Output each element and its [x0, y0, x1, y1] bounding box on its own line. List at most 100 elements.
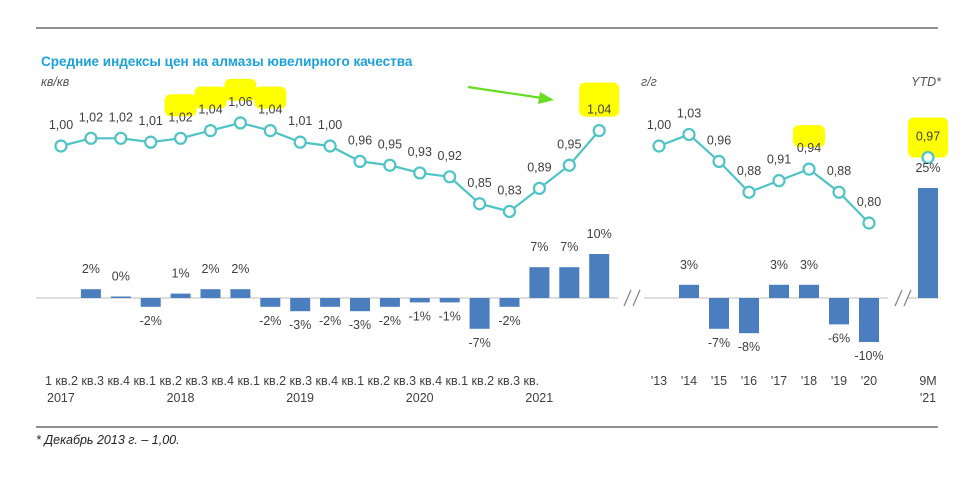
change-bar	[200, 289, 221, 298]
change-label: 3%	[680, 258, 698, 272]
year-tick-label: '17	[771, 374, 787, 388]
ytd-tick-label: '21	[920, 391, 936, 405]
change-label: -2%	[259, 314, 281, 328]
category-ticks: 1 кв.2 кв.3 кв.4 кв.1 кв.2 кв.3 кв.4 кв.…	[45, 374, 937, 405]
index-label: 1,01	[288, 114, 312, 128]
change-bar	[140, 298, 161, 307]
year-tick-label: 2020	[406, 391, 434, 405]
index-point	[532, 181, 547, 195]
index-label: 0,92	[438, 149, 462, 163]
index-label: 0,97	[916, 130, 940, 144]
highlight-box	[224, 78, 257, 101]
change-bar	[409, 298, 430, 303]
axis-break-mark	[632, 289, 641, 307]
index-label: 0,94	[797, 141, 821, 155]
year-tick-label: '20	[861, 374, 877, 388]
index-point	[323, 139, 337, 153]
highlight-box	[579, 82, 620, 117]
index-point	[383, 158, 397, 172]
change-bar	[739, 298, 759, 334]
change-label: -1%	[439, 309, 461, 323]
index-point	[443, 170, 457, 184]
year-tick-label: 2021	[525, 391, 553, 405]
change-label: 10%	[587, 227, 612, 241]
highlight-box	[254, 86, 287, 109]
index-label: 0,96	[348, 133, 372, 147]
index-label: 0,91	[767, 153, 791, 167]
change-label: -8%	[738, 340, 760, 354]
index-point	[562, 158, 576, 172]
change-bar	[230, 289, 251, 298]
change-bar	[799, 284, 819, 298]
index-label: 1,00	[49, 118, 73, 132]
axis-break-mark	[623, 289, 632, 307]
year-tick-label: 2018	[167, 391, 195, 405]
index-label: 0,80	[857, 195, 881, 209]
index-label: 0,88	[737, 164, 761, 178]
change-label: -7%	[468, 336, 490, 350]
year-tick-label: '19	[831, 374, 847, 388]
index-label: 0,96	[707, 133, 731, 147]
axis-break-mark	[903, 289, 912, 307]
ytd-tick-label: 9М	[919, 374, 936, 388]
index-label: 1,06	[228, 95, 252, 109]
index-point	[772, 174, 786, 188]
change-label: 2%	[231, 262, 249, 276]
change-label: 7%	[530, 240, 548, 254]
year-tick-label: 2019	[286, 391, 314, 405]
change-bars	[80, 188, 938, 342]
change-bar	[829, 298, 849, 325]
change-label: -2%	[379, 314, 401, 328]
year-tick-label: '18	[801, 374, 817, 388]
year-tick-label: '14	[681, 374, 697, 388]
change-label: -6%	[828, 331, 850, 345]
index-label: 0,93	[408, 145, 432, 159]
index-label: 1,00	[647, 118, 671, 132]
index-point	[233, 116, 247, 130]
index-lines	[54, 116, 935, 230]
chart-title: Средние индексы цен на алмазы ювелирного…	[41, 54, 413, 69]
index-label: 1,02	[79, 110, 103, 124]
index-point	[203, 124, 218, 138]
change-label: -10%	[854, 349, 883, 363]
index-point	[353, 154, 367, 168]
change-bar	[80, 289, 101, 298]
change-label: 7%	[560, 240, 578, 254]
change-bar	[290, 298, 311, 312]
change-label: -1%	[409, 309, 431, 323]
index-label: 0,85	[467, 176, 491, 190]
index-line	[658, 133, 870, 224]
change-bar	[499, 298, 520, 307]
index-point	[802, 162, 816, 176]
change-bar	[769, 284, 789, 298]
index-label: 0,88	[827, 164, 851, 178]
unit-label-qoq: кв/кв	[41, 75, 70, 89]
change-bar	[679, 284, 699, 298]
arrow-shaft	[467, 85, 543, 100]
change-label: -7%	[708, 336, 730, 350]
year-tick-label: '13	[651, 374, 667, 388]
change-bar	[859, 298, 879, 342]
change-label: 2%	[201, 262, 219, 276]
index-label: 0,89	[527, 160, 551, 174]
axis-break-mark	[894, 289, 903, 307]
index-label: 0,95	[378, 137, 402, 151]
index-point	[652, 139, 666, 153]
index-point	[832, 185, 846, 199]
index-point	[712, 154, 726, 168]
change-label: 3%	[770, 258, 788, 272]
index-point	[862, 216, 876, 230]
change-bar	[559, 267, 580, 298]
change-label: -2%	[319, 314, 341, 328]
index-label: 1,03	[677, 106, 701, 120]
change-bar	[529, 267, 550, 298]
change-bar	[918, 188, 938, 298]
index-point	[682, 127, 696, 142]
index-label: 0,95	[557, 137, 581, 151]
change-bar	[469, 298, 490, 329]
change-label: 0%	[112, 270, 130, 284]
change-label: -3%	[289, 318, 311, 332]
change-label: 2%	[82, 262, 100, 276]
index-point	[742, 185, 756, 199]
